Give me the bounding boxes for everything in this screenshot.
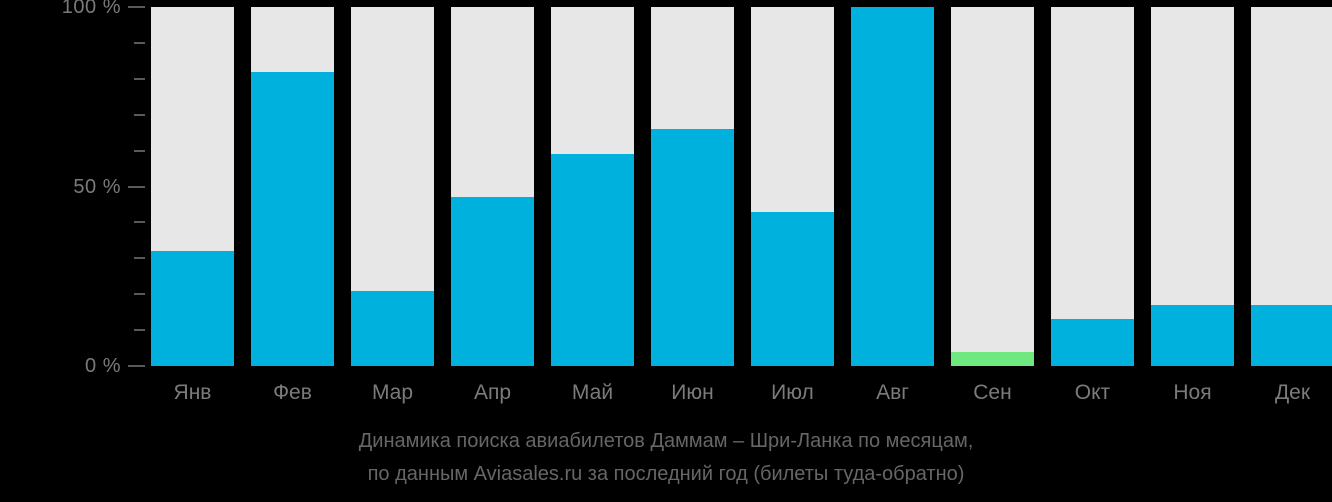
bar-value — [251, 71, 334, 366]
bar-column[interactable] — [751, 7, 834, 366]
x-axis-label: Июл — [771, 381, 814, 404]
x-axis: Янв Фев Мар Апр Май Июн Июл Авг Сен Окт Ноя Дек — [0, 366, 1332, 414]
bar-column[interactable] — [1151, 7, 1234, 366]
x-axis-label: Авг — [876, 381, 909, 404]
bar-track — [1051, 7, 1134, 366]
bar-value — [451, 197, 534, 366]
y-axis-tick-mark — [128, 6, 145, 8]
y-axis-tick-mark — [134, 257, 145, 260]
y-axis-tick-mark — [128, 365, 145, 367]
bar-value — [751, 211, 834, 366]
y-axis-tick-mark — [128, 185, 145, 188]
y-axis-tick-mark — [134, 41, 145, 44]
plot-area: 100 % 50 % 0 % — [0, 0, 1332, 376]
bars-layer — [151, 7, 1332, 366]
x-axis-label: Апр — [473, 381, 512, 404]
bar-column[interactable] — [1051, 7, 1134, 366]
bar-column[interactable] — [451, 7, 534, 366]
y-axis-tick-label: 100 % — [61, 0, 121, 18]
bar-value — [951, 351, 1034, 366]
bar-value — [851, 7, 934, 366]
bar-value — [551, 154, 634, 366]
bar-value — [151, 251, 234, 366]
y-axis-tick-mark — [134, 149, 145, 152]
bar-column[interactable] — [351, 7, 434, 366]
x-axis-label: Ноя — [1173, 381, 1212, 404]
y-axis: 100 % 50 % 0 % — [0, 0, 145, 376]
y-axis-tick-mark — [134, 221, 145, 224]
bar-value — [351, 290, 434, 366]
bar-track — [951, 7, 1034, 366]
x-axis-label: Янв — [173, 381, 212, 404]
y-axis-tick-mark — [134, 329, 145, 332]
x-axis-label: Дек — [1274, 381, 1311, 404]
caption-line-1: Динамика поиска авиабилетов Даммам – Шри… — [358, 430, 974, 452]
bar-column[interactable] — [851, 7, 934, 366]
x-axis-label: Сен — [973, 381, 1012, 404]
y-axis-tick-mark — [134, 77, 145, 80]
x-axis-label: Окт — [1074, 381, 1111, 404]
y-axis-tick-mark — [134, 113, 145, 116]
x-axis-label: Май — [571, 381, 614, 404]
bar-column[interactable] — [1251, 7, 1332, 366]
bar-value — [1151, 304, 1234, 366]
bar-value — [1251, 304, 1332, 366]
bar-column[interactable] — [251, 7, 334, 366]
bar-value — [651, 129, 734, 366]
x-axis-label: Июн — [671, 381, 714, 404]
caption-line-2: по данным Aviasales.ru за последний год … — [367, 463, 965, 485]
bar-column[interactable] — [651, 7, 734, 366]
y-axis-tick-label: 0 % — [85, 355, 121, 377]
y-axis-tick-label: 50 % — [73, 175, 121, 198]
x-axis-label: Мар — [371, 381, 414, 404]
bar-column[interactable] — [151, 7, 234, 366]
y-axis-tick-mark — [134, 293, 145, 296]
bar-value — [1051, 319, 1134, 366]
chart-caption: Динамика поиска авиабилетов Даммам – Шри… — [0, 425, 1332, 491]
bar-column[interactable] — [951, 7, 1034, 366]
bar-column[interactable] — [551, 7, 634, 366]
x-axis-label: Фев — [273, 381, 312, 404]
